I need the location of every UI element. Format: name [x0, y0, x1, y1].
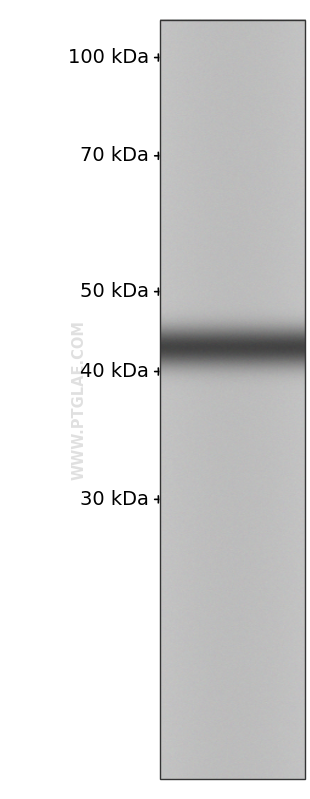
Text: 30 kDa: 30 kDa	[80, 490, 149, 509]
Bar	[160, 20, 305, 779]
Text: 100 kDa: 100 kDa	[68, 48, 149, 67]
Text: 50 kDa: 50 kDa	[80, 282, 149, 301]
Text: WWW.PTGLAE.COM: WWW.PTGLAE.COM	[72, 320, 86, 479]
Text: 40 kDa: 40 kDa	[80, 362, 149, 381]
Text: 70 kDa: 70 kDa	[80, 146, 149, 165]
